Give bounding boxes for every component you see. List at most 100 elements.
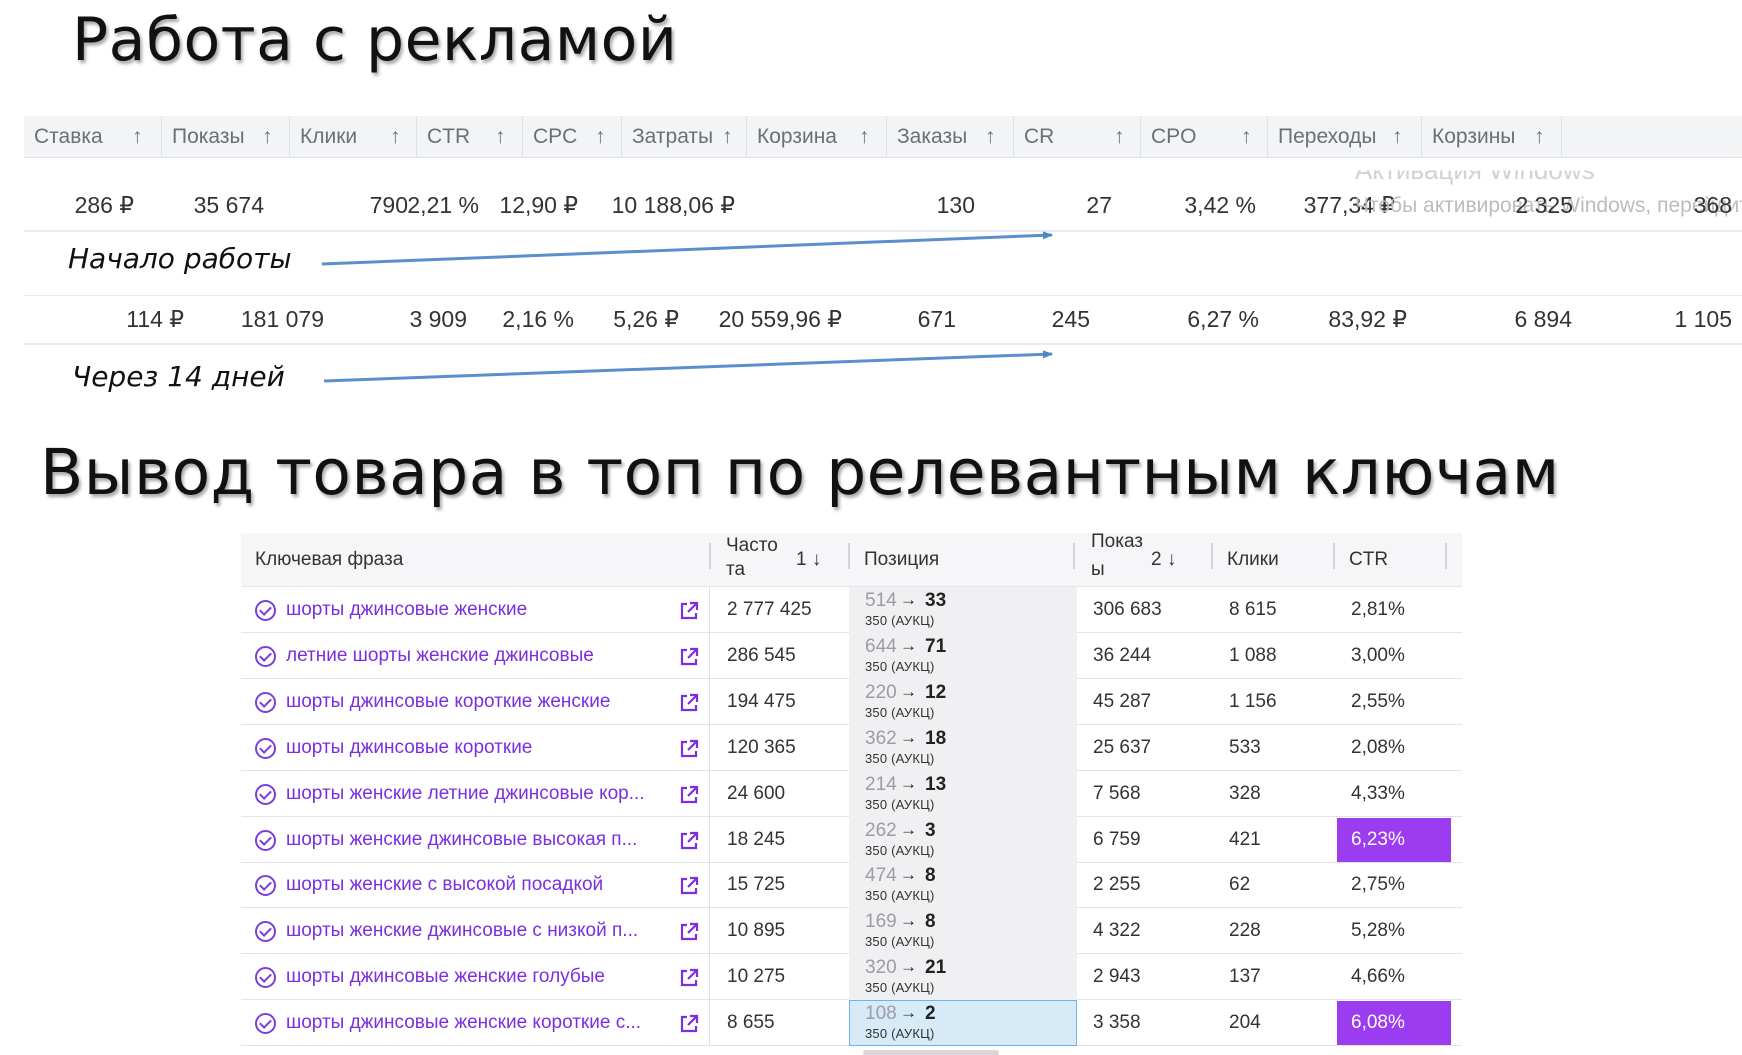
check-circle-icon[interactable] <box>255 645 276 667</box>
external-link-icon[interactable] <box>678 692 700 714</box>
check-circle-icon[interactable] <box>255 967 276 989</box>
external-link-icon[interactable] <box>678 967 700 989</box>
position-cell[interactable] <box>849 770 1077 817</box>
keyword-row[interactable]: шорты джинсовые женские короткие с... 8 6… <box>241 1000 1462 1047</box>
col-header-cart[interactable]: Корзина ↑ <box>747 116 887 158</box>
col-header-ctr[interactable]: CTR ↑ <box>417 116 523 158</box>
position-cell[interactable] <box>849 587 1077 633</box>
col-header-cpc[interactable]: CPC ↑ <box>523 116 622 158</box>
keyword-phrase-link[interactable]: летние шорты женские джинсовые <box>286 644 594 666</box>
col-header-bid[interactable]: Ставка ↑ <box>24 116 162 158</box>
check-circle-icon[interactable] <box>255 875 276 897</box>
keyword-row[interactable]: шорты женские летние джинсовые кор... 24 … <box>241 770 1462 817</box>
frequency-value: 10 275 <box>727 966 786 988</box>
keyword-phrase-link[interactable]: шорты женские с высокой посадкой <box>286 874 604 896</box>
position-cell[interactable] <box>849 862 1077 909</box>
clicks-value: 533 <box>1229 736 1261 758</box>
keyword-phrase-link[interactable]: шорты джинсовые короткие женские <box>286 690 611 712</box>
cell-cr: 6,27 % <box>1187 306 1259 332</box>
col-header-shows[interactable]: Показ ы 2 ↓ <box>1091 531 1211 587</box>
keyword-row[interactable]: шорты джинсовые короткие женские 194 475 2… <box>241 678 1462 725</box>
col-header-ctr[interactable]: CTR <box>1349 549 1389 570</box>
sort-arrow-icon[interactable]: ↑ <box>1241 125 1252 148</box>
check-circle-icon[interactable] <box>255 783 276 805</box>
keyword-row[interactable]: летние шорты женские джинсовые 286 545 644… <box>241 632 1462 679</box>
sort-arrow-icon[interactable]: ↑ <box>1534 125 1545 148</box>
keyword-phrase-link[interactable]: шорты женские джинсовые с низкой п... <box>286 920 639 942</box>
keyword-phrase-link[interactable]: шорты джинсовые женские короткие с... <box>286 1012 642 1034</box>
col-header-orders[interactable]: Заказы ↑ <box>887 116 1014 158</box>
col-resizer[interactable] <box>1333 543 1335 569</box>
check-circle-icon[interactable] <box>255 737 276 759</box>
external-link-icon[interactable] <box>678 1013 700 1035</box>
keyword-phrase-link[interactable]: шорты джинсовые женские голубые <box>286 966 605 988</box>
col-header-visits[interactable]: Переходы ↑ <box>1268 116 1422 158</box>
col-resizer[interactable] <box>1073 543 1075 569</box>
sort-desc-icon[interactable]: 2 ↓ <box>1151 549 1177 570</box>
keyword-row[interactable]: шорты женские с высокой посадкой 15 725 47… <box>241 862 1462 909</box>
ad-stats-row-start: 286 ₽ 35 674 790 2,21 % 12,90 ₽ 10 188,0… <box>24 182 1742 232</box>
cell-bid: 286 ₽ <box>74 192 134 218</box>
position-cell[interactable] <box>849 954 1077 1001</box>
horizontal-scrollbar[interactable] <box>863 1050 999 1055</box>
external-link-icon[interactable] <box>678 738 700 760</box>
external-link-icon[interactable] <box>678 875 700 897</box>
sort-arrow-icon[interactable]: ↑ <box>390 125 401 148</box>
col-resizer[interactable] <box>709 543 711 569</box>
col-header-cr[interactable]: CR ↑ <box>1014 116 1141 158</box>
external-link-icon[interactable] <box>678 830 700 852</box>
check-circle-icon[interactable] <box>255 829 276 851</box>
col-resizer[interactable] <box>1211 543 1213 569</box>
sort-arrow-icon[interactable]: ↑ <box>985 125 996 148</box>
position-new: 8 <box>925 911 936 933</box>
keyword-phrase-link[interactable]: шорты женские летние джинсовые кор... <box>286 782 645 804</box>
keyword-phrase-link[interactable]: шорты женские джинсовые высокая п... <box>286 828 638 850</box>
col-header-clicks[interactable]: Клики ↑ <box>290 116 417 158</box>
frequency-value: 24 600 <box>727 782 786 804</box>
col-header-clicks[interactable]: Клики <box>1227 549 1279 570</box>
external-link-icon[interactable] <box>678 921 700 943</box>
check-circle-icon[interactable] <box>255 1013 276 1035</box>
col-resizer[interactable] <box>1445 543 1447 569</box>
keyword-row[interactable]: шорты женские джинсовые с низкой п... 10 … <box>241 908 1462 955</box>
position-bid-note: 350 (АУКЦ) <box>865 613 935 628</box>
position-cell[interactable] <box>849 908 1077 955</box>
sort-arrow-icon[interactable]: ↑ <box>1392 125 1403 148</box>
col-header-spend[interactable]: Затраты ↑ <box>622 116 747 158</box>
position-cell[interactable] <box>849 724 1077 771</box>
keyword-phrase-link[interactable]: шорты джинсовые короткие <box>286 736 533 758</box>
cell-spend: 20 559,96 ₽ <box>718 306 842 332</box>
keyword-phrase-link[interactable]: шорты джинсовые женские <box>286 599 528 620</box>
col-header-frequency[interactable]: Часто та 1 ↓ <box>726 533 851 587</box>
keyword-row[interactable]: шорты женские джинсовые высокая п... 18 2… <box>241 816 1462 863</box>
sort-arrow-icon[interactable]: ↑ <box>495 125 506 148</box>
sort-arrow-icon[interactable]: ↑ <box>595 125 606 148</box>
col-header-cpo[interactable]: CPO ↑ <box>1141 116 1268 158</box>
col-header-phrase[interactable]: Ключевая фраза <box>255 549 404 570</box>
external-link-icon[interactable] <box>678 646 700 668</box>
sort-arrow-icon[interactable]: ↑ <box>1114 125 1125 148</box>
check-circle-icon[interactable] <box>255 921 276 943</box>
sort-desc-icon[interactable]: 1 ↓ <box>796 549 822 570</box>
check-circle-icon[interactable] <box>255 600 276 621</box>
check-circle-icon[interactable] <box>255 691 276 713</box>
sort-arrow-icon[interactable]: ↑ <box>262 125 273 148</box>
keyword-row[interactable]: шорты джинсовые короткие 120 365 362 → 18 350… <box>241 724 1462 771</box>
position-cell[interactable] <box>849 816 1077 863</box>
col-resizer[interactable] <box>848 543 850 569</box>
position-cell[interactable] <box>849 1000 1077 1047</box>
keyword-row[interactable]: шорты джинсовые женские 2 777 425 514 → 33 35… <box>241 587 1462 633</box>
sort-arrow-icon[interactable]: ↑ <box>132 125 143 148</box>
external-link-icon[interactable] <box>678 784 700 806</box>
cell-cart: 130 <box>936 192 975 218</box>
position-new: 2 <box>925 1003 936 1025</box>
sort-arrow-icon[interactable]: ↑ <box>859 125 870 148</box>
col-header-position[interactable]: Позиция <box>864 549 940 570</box>
keyword-row[interactable]: шорты джинсовые женские голубые 10 275 320… <box>241 954 1462 1001</box>
col-header-shows[interactable]: Показы ↑ <box>162 116 290 158</box>
sort-arrow-icon[interactable]: ↑ <box>722 125 733 148</box>
external-link-icon[interactable] <box>678 600 700 622</box>
position-cell[interactable] <box>849 678 1077 725</box>
col-header-carts[interactable]: Корзины ↑ <box>1422 116 1562 158</box>
position-cell[interactable] <box>849 632 1077 679</box>
